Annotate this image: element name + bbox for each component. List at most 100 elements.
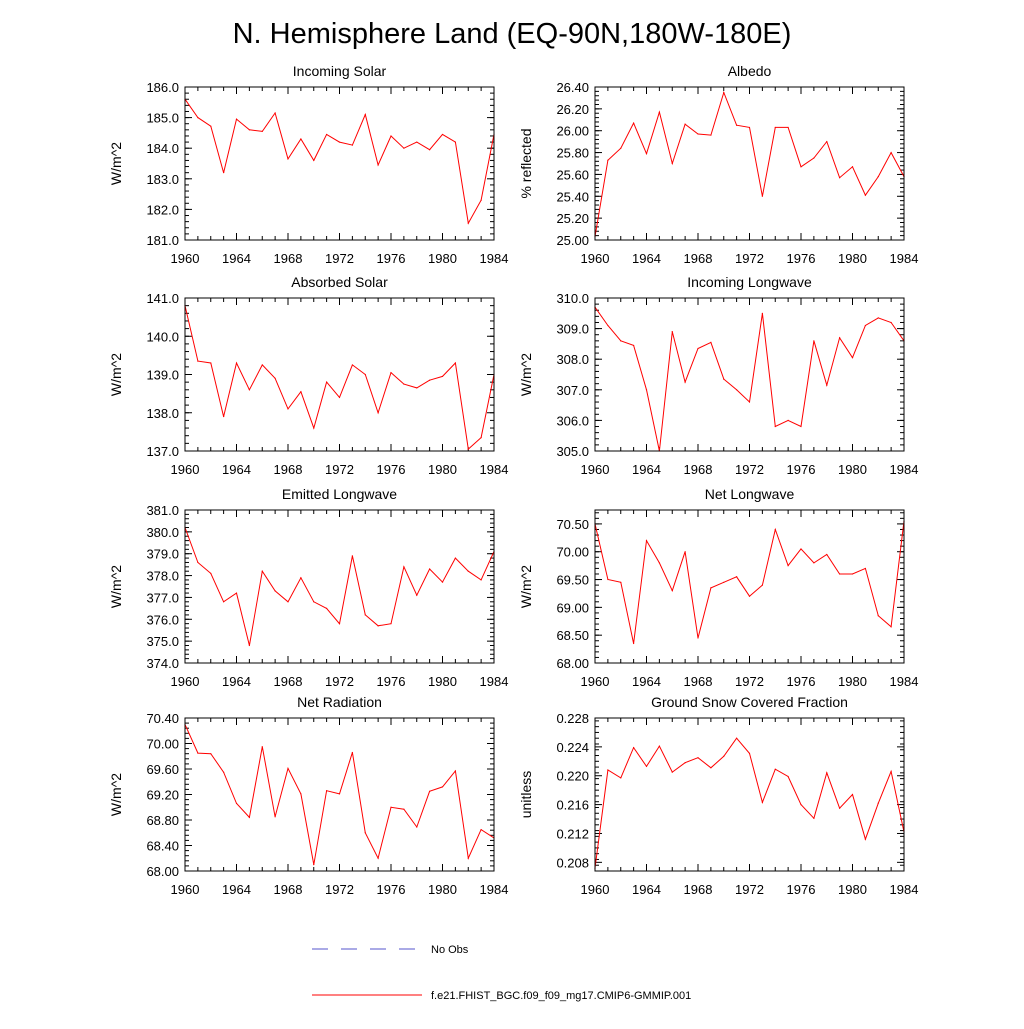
y-tick-label: 25.60 <box>556 167 589 182</box>
data-point <box>890 321 892 324</box>
data-point <box>761 195 763 197</box>
data-point <box>210 572 212 574</box>
x-tick-label: 1960 <box>581 251 610 266</box>
data-point <box>645 540 648 542</box>
data-point <box>633 642 635 645</box>
y-tick-label: 184.0 <box>146 141 179 156</box>
data-point <box>813 157 815 159</box>
data-point <box>774 528 776 531</box>
data-point <box>300 138 302 140</box>
data-point <box>274 590 276 592</box>
y-tick-label: 306.0 <box>556 413 589 428</box>
y-tick-label: 68.00 <box>146 864 179 879</box>
data-point <box>877 802 879 804</box>
y-tick-label: 25.80 <box>556 146 589 161</box>
x-tick-label: 1980 <box>838 674 867 689</box>
data-point <box>710 587 712 589</box>
data-point <box>684 551 686 553</box>
data-point <box>429 379 431 381</box>
data-point <box>377 412 379 414</box>
data-point <box>839 573 841 575</box>
data-point <box>338 141 341 143</box>
data-point <box>351 144 353 146</box>
y-tick-label: 0.212 <box>556 826 589 841</box>
data-point <box>300 577 302 579</box>
data-point <box>441 786 444 788</box>
panel-title: Albedo <box>728 63 772 79</box>
series-line-emitted-longwave <box>184 527 495 646</box>
data-point <box>480 437 482 439</box>
data-point <box>890 151 892 154</box>
x-tick-label: 1984 <box>890 882 919 897</box>
plot-frame <box>184 717 495 872</box>
y-tick-label: 25.20 <box>556 211 589 226</box>
data-point <box>261 130 263 132</box>
data-point <box>633 122 635 124</box>
x-tick-label: 1968 <box>274 462 303 477</box>
x-tick-label: 1980 <box>838 462 867 477</box>
panel-albedo: Albedo % reflected 1960 1964 1968 1972 1976 198… <box>518 63 918 266</box>
data-point <box>338 396 341 399</box>
data-point <box>607 578 609 581</box>
data-point <box>326 607 328 609</box>
data-point <box>429 149 431 151</box>
data-point <box>454 557 456 559</box>
data-point <box>864 194 866 196</box>
data-point <box>839 177 841 179</box>
data-point <box>748 595 751 597</box>
x-tick-label: 1976 <box>787 674 816 689</box>
data-point <box>748 126 751 129</box>
data-point <box>864 838 866 840</box>
data-point <box>645 153 648 155</box>
data-point <box>390 371 392 374</box>
y-tick-label: 69.60 <box>146 762 179 777</box>
y-axis-label: W/m^2 <box>108 773 124 816</box>
series-line-net-radiation <box>184 724 495 865</box>
data-point <box>877 317 879 319</box>
y-tick-label: 68.50 <box>556 628 589 643</box>
x-tick-label: 1968 <box>684 251 713 266</box>
x-tick-label: 1968 <box>274 251 303 266</box>
data-point <box>235 802 238 805</box>
y-tick-label: 0.216 <box>556 798 589 813</box>
data-point <box>633 344 635 347</box>
data-point <box>787 775 789 778</box>
x-tick-label: 1984 <box>480 882 509 897</box>
data-point <box>416 387 418 389</box>
y-tick-label: 139.0 <box>146 368 179 383</box>
data-point <box>351 555 353 557</box>
x-tick-label: 1984 <box>890 674 919 689</box>
data-point <box>658 562 660 564</box>
x-tick-label: 1964 <box>632 882 661 897</box>
data-point <box>261 570 263 572</box>
y-tick-label: 310.0 <box>556 291 589 306</box>
y-tick-label: 374.0 <box>146 656 179 671</box>
data-point <box>851 166 854 168</box>
data-point <box>403 566 405 568</box>
data-point <box>774 425 776 428</box>
data-point <box>235 362 238 364</box>
data-point <box>467 857 469 859</box>
data-point <box>633 746 635 749</box>
data-point <box>377 625 379 627</box>
panel-incoming-solar: Incoming Solar W/m^2 1960 1964 1968 1972 1976 1… <box>108 63 508 266</box>
data-point <box>826 141 828 143</box>
y-tick-label: 182.0 <box>146 202 179 217</box>
data-point <box>671 162 673 165</box>
data-point <box>248 644 250 647</box>
y-tick-label: 68.00 <box>556 656 589 671</box>
data-point <box>736 737 738 739</box>
data-point <box>441 581 444 583</box>
data-point <box>197 117 199 119</box>
y-tick-label: 377.0 <box>146 590 179 605</box>
data-point <box>813 817 815 819</box>
data-point <box>287 158 289 160</box>
data-point <box>851 573 854 575</box>
data-point <box>864 324 866 327</box>
data-point <box>287 767 289 769</box>
data-point <box>261 364 263 366</box>
panel-incoming-longwave: Incoming Longwave W/m^2 1960 1964 1968 1972 19… <box>518 274 918 477</box>
legend: No Obs f.e21.FHIST_BGC.f09_f09_mg17.CMIP… <box>312 944 691 1002</box>
y-tick-label: 0.208 <box>556 855 589 870</box>
